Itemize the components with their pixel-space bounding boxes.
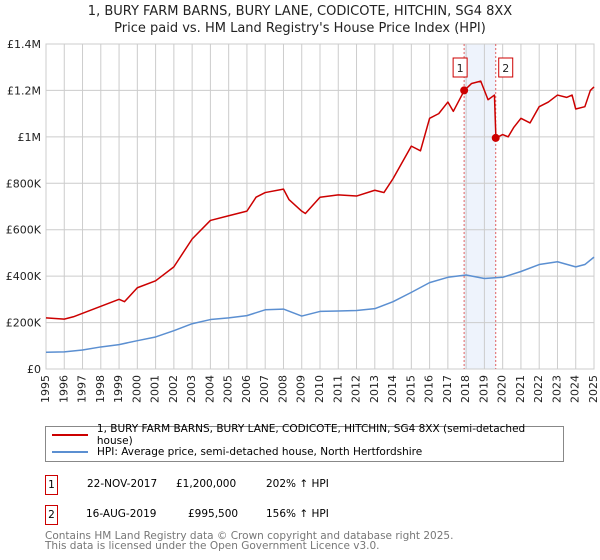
price-paid-line xyxy=(45,80,595,320)
highlight-band xyxy=(464,44,496,369)
legend-red-swatch xyxy=(52,434,88,436)
x-tick-label: 2018 xyxy=(459,375,472,403)
hpi-line xyxy=(45,256,595,354)
x-tick-label: 1998 xyxy=(94,375,107,403)
x-tick-label: 2002 xyxy=(167,375,180,403)
chart-title: 1, BURY FARM BARNS, BURY LANE, CODICOTE,… xyxy=(87,4,513,19)
sale-label-box xyxy=(498,57,514,78)
x-tick-label: 1996 xyxy=(57,375,70,403)
y-tick-label: £1M xyxy=(18,131,42,144)
sale-label: 1 xyxy=(457,62,464,75)
x-tick-label: 2014 xyxy=(386,375,399,403)
x-tick-label: 2011 xyxy=(331,375,344,403)
x-tick-label: 2015 xyxy=(404,375,417,403)
sale-label: 2 xyxy=(502,62,509,75)
x-tick-label: 2000 xyxy=(130,375,143,403)
x-tick-label: 2024 xyxy=(569,375,582,403)
x-tick-label: 1999 xyxy=(112,375,125,403)
x-tick-label: 2009 xyxy=(295,375,308,403)
x-tick-label: 2008 xyxy=(276,375,289,403)
y-tick-label: £1.4M xyxy=(7,38,41,51)
x-tick-label: 2017 xyxy=(441,375,454,403)
y-tick-label: £400K xyxy=(6,270,42,283)
x-tick-label: 2001 xyxy=(149,375,162,403)
x-tick-label: 2021 xyxy=(514,375,527,403)
x-tick-label: 2003 xyxy=(185,375,198,403)
legend-blue-label: HPI: Average price, semi-detached house,… xyxy=(97,446,423,458)
x-tick-label: 2020 xyxy=(496,375,509,403)
transaction-price: £1,200,000 xyxy=(176,478,237,490)
x-tick-label: 2010 xyxy=(313,375,326,403)
transaction-marker: 2 xyxy=(45,505,58,525)
x-tick-label: 2012 xyxy=(350,375,363,403)
transaction-marker: 1 xyxy=(45,475,58,495)
chart-plot: 1995 1996 1997 1998 1999 2000 2001 2002 2003 2004… xyxy=(6,38,600,403)
x-tick-label: 2004 xyxy=(203,375,216,403)
y-tick-label: £1.2M xyxy=(7,84,41,97)
x-tick-label: 2019 xyxy=(477,375,490,403)
y-tick-label: £0 xyxy=(27,363,41,376)
sale-point xyxy=(491,133,500,142)
x-tick-label: 2025 xyxy=(587,375,600,403)
legend: 1, BURY FARM BARNS, BURY LANE, CODICOTE,… xyxy=(45,423,564,462)
sale-label-box xyxy=(452,57,468,78)
x-tick-label: 2006 xyxy=(240,375,253,403)
x-tick-label: 2007 xyxy=(258,375,271,403)
y-tick-label: £200K xyxy=(6,317,42,330)
x-tick-label: 2005 xyxy=(222,375,235,403)
legend-blue-swatch xyxy=(52,451,88,453)
x-tick-label: 1997 xyxy=(76,375,89,403)
transaction-price: £995,500 xyxy=(188,508,239,520)
x-tick-label: 2013 xyxy=(368,375,381,403)
transaction-date: 16-AUG-2019 xyxy=(86,508,157,520)
y-tick-label: £600K xyxy=(6,224,42,237)
transaction-date: 22-NOV-2017 xyxy=(87,478,158,490)
sale-point xyxy=(460,86,469,95)
x-tick-label: 2016 xyxy=(423,375,436,403)
x-tick-label: 1995 xyxy=(39,375,52,403)
y-tick-label: £800K xyxy=(6,177,42,190)
footer: Contains HM Land Registry data © Crown c… xyxy=(45,530,454,552)
footer-line1: Contains HM Land Registry data © Crown c… xyxy=(45,530,454,542)
legend-red-label: 1, BURY FARM BARNS, BURY LANE, CODICOTE,… xyxy=(96,423,526,447)
footer-line2: This data is licensed under the Open Gov… xyxy=(45,540,380,552)
transaction-hpi: 202% ↑ HPI xyxy=(266,478,329,490)
chart-subtitle: Price paid vs. HM Land Registry's House … xyxy=(114,21,486,36)
x-tick-label: 2022 xyxy=(532,375,545,403)
transaction-hpi: 156% ↑ HPI xyxy=(266,508,329,520)
x-tick-label: 2023 xyxy=(550,375,563,403)
